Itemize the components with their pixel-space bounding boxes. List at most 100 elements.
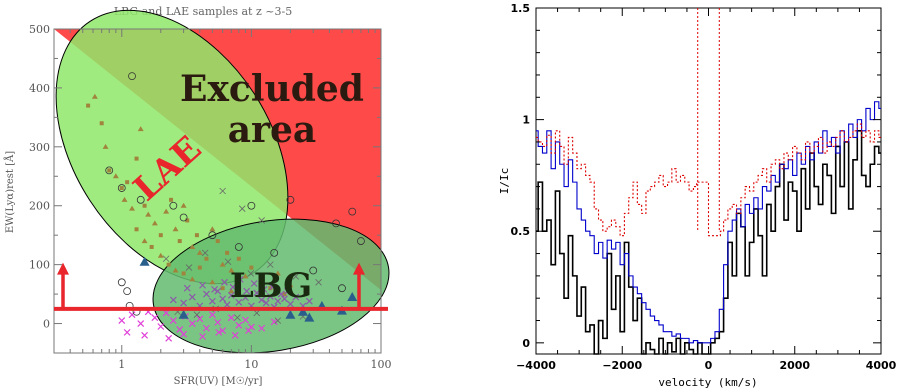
lae-triangle-point [228,288,235,294]
lae-triangle-point [145,211,152,217]
magenta-cross-point [270,318,278,326]
lae-square-point [119,186,124,191]
blue-triangle-point [304,312,315,322]
lae-triangle-point [157,252,164,258]
lbg-cross-point [219,295,227,303]
open-circle-point [179,213,188,222]
lae-triangle-point [209,279,216,285]
lae-triangle-point [137,126,144,132]
lbg-cross-point [169,296,177,304]
lae-triangle-point [102,143,109,149]
magenta-cross-point [227,314,235,322]
right-plot-frame [535,7,882,355]
lae-square-point [194,233,199,238]
open-circle-point [247,201,256,210]
lae-triangle-point [141,238,148,244]
magenta-cross-point [242,316,249,324]
magenta-cross-point [219,327,227,335]
lae-square-point [169,197,174,202]
lae-square-point [125,180,130,185]
lae-square-point [149,244,154,249]
open-circle-point [208,231,217,240]
lae-square-point [99,121,104,126]
lbg-cross-point [221,278,228,286]
lbg-cross-point [281,295,288,303]
gray-cross-point [253,309,261,317]
gray-cross-point [234,314,241,321]
gray-cross-point [315,279,322,286]
lbg-cross-point [253,289,261,297]
lbg-cross-point [266,293,274,300]
lbg-cross-point [180,299,188,307]
lbg-cross-point [199,281,206,289]
magenta-cross-point [157,323,165,330]
gray-cross-point [292,273,300,280]
lae-square-point [220,286,225,291]
gray-cross-point [219,187,226,195]
open-circle-point [270,248,279,257]
spectrum-line [536,129,881,355]
gray-cross-point [247,270,255,277]
lae-triangle-point [228,267,235,273]
gray-cross-point [162,255,170,263]
lae-triangle-point [287,282,294,288]
lae-square-point [166,262,171,267]
right-axis-ticks: −4000 −2000 0 2000 4000 0 0.5 1 1.5 [511,2,897,372]
left-y-tick-label: 300 [29,141,50,154]
right-x-tick-label: 0 [705,359,713,372]
threshold-arrow-head [353,262,365,275]
left-y-tick-label: 100 [29,259,50,272]
magenta-cross-point [245,327,252,335]
open-circle-point [128,72,136,81]
lbg-cross-point [268,283,276,291]
lae-triangle-point [121,196,128,202]
lbg-cross-point [227,291,235,299]
open-circle-point [309,266,318,275]
lae-triangle-point [258,279,265,285]
open-circle-point [123,287,132,296]
right-y-tick-label: 1.5 [511,2,531,15]
magenta-cross-point [208,311,216,319]
lae-square-point [158,233,163,238]
magenta-cross-point [188,320,196,327]
left-x-tick-label: 100 [371,358,392,371]
lbg-cross-point [260,285,268,293]
lbg-cross-point [305,297,313,305]
open-circle-point [348,207,357,216]
lae-triangle-point [242,273,249,279]
magenta-cross-point [165,334,173,342]
right-y-tick-label: 0 [522,337,530,350]
gray-cross-point [185,264,193,271]
lbg-cross-point [188,293,196,301]
lae-square-point [107,168,112,173]
lbg-cross-point [286,300,294,308]
lbg-cross-point [292,293,300,301]
lae-triangle-point [91,93,98,99]
lbg-cross-point [229,283,237,291]
lbg-cross-point [236,275,244,283]
lae-square-point [149,191,154,196]
lae-triangle-point [209,226,216,232]
lae-square-point [185,218,190,223]
spectra-lines [536,8,881,355]
lae-square-point [134,227,139,232]
spectrum-line [536,123,881,237]
left-y-tick-label: 200 [29,200,50,213]
gray-cross-point [238,205,246,212]
lae-square-point [177,239,182,244]
lae-triangle-point [163,208,170,214]
left-x-tick-label: 10 [244,358,258,371]
open-circle-point [338,284,346,293]
blue-triangle-point [178,309,189,319]
lbg-cross-point [208,297,216,305]
magenta-cross-point [231,331,239,339]
lae-square-point [204,256,209,261]
lbg-cross-point [203,290,210,298]
blue-triangle-point [347,292,358,302]
open-circle-point [357,237,365,245]
magenta-cross-point [118,317,126,325]
left-x-tick-label: 1 [118,358,125,371]
magenta-cross-point [258,324,266,332]
lae-triangle-point [189,276,196,282]
magenta-cross-point [215,328,223,336]
